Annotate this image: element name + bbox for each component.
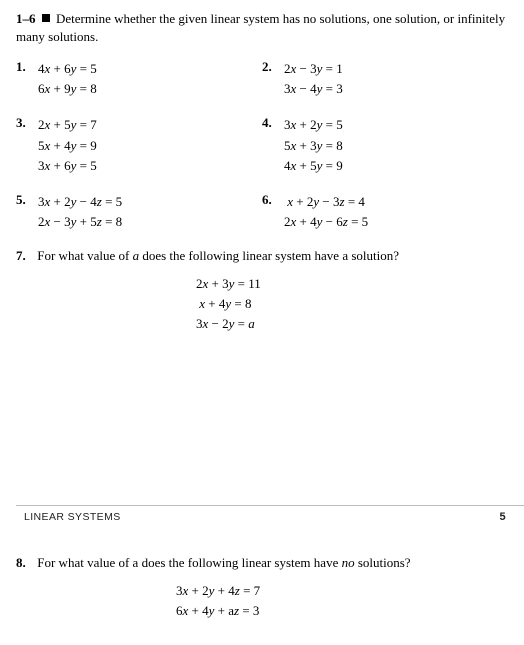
equation: 4x + 6y = 5 bbox=[38, 59, 97, 79]
equation: 6x + 9y = 8 bbox=[38, 79, 97, 99]
problem-number: 6. bbox=[262, 192, 280, 208]
equation: 3x − 4y = 3 bbox=[284, 79, 343, 99]
equation-block: 4x + 6y = 5 6x + 9y = 8 bbox=[38, 59, 97, 99]
equation-block: x + 2y − 3z = 4 2x + 4y − 6z = 5 bbox=[284, 192, 368, 232]
q7-equations: 2x + 3y = 11 x + 4y = 8 3x − 2y = a bbox=[196, 274, 508, 334]
equation: 6x + 4y + az = 3 bbox=[176, 601, 508, 621]
problem-number: 1. bbox=[16, 59, 34, 75]
equation: 2x + 3y = 11 bbox=[196, 274, 508, 294]
problem-6: 6. x + 2y − 3z = 4 2x + 4y − 6z = 5 bbox=[262, 192, 508, 232]
problem-2: 2. 2x − 3y = 1 3x − 4y = 3 bbox=[262, 59, 508, 99]
equation: 3x + 2y + 4z = 7 bbox=[176, 581, 508, 601]
equation-block: 2x + 5y = 7 5x + 4y = 9 3x + 6y = 5 bbox=[38, 115, 97, 175]
equation: 2x + 4y − 6z = 5 bbox=[284, 212, 368, 232]
problem-5: 5. 3x + 2y − 4z = 5 2x − 3y + 5z = 8 bbox=[16, 192, 262, 232]
equation-block: 2x − 3y = 1 3x − 4y = 3 bbox=[284, 59, 343, 99]
problem-number: 2. bbox=[262, 59, 280, 75]
emphasis: no bbox=[342, 555, 355, 570]
range-label: 1–6 bbox=[16, 11, 36, 26]
problem-8: 8. For what value of a does the followin… bbox=[16, 555, 508, 571]
problem-4: 4. 3x + 2y = 5 5x + 3y = 8 4x + 5y = 9 bbox=[262, 115, 508, 175]
equation: x + 4y = 8 bbox=[196, 294, 508, 314]
problem-3: 3. 2x + 5y = 7 5x + 4y = 9 3x + 6y = 5 bbox=[16, 115, 262, 175]
instruction-text: Determine whether the given linear syste… bbox=[16, 11, 505, 44]
problem-number: 5. bbox=[16, 192, 34, 208]
equation-block: 3x + 2y − 4z = 5 2x − 3y + 5z = 8 bbox=[38, 192, 122, 232]
equation: 2x − 3y = 1 bbox=[284, 59, 343, 79]
problem-row: 1. 4x + 6y = 5 6x + 9y = 8 2. 2x − 3y = … bbox=[16, 59, 508, 99]
problem-1: 1. 4x + 6y = 5 6x + 9y = 8 bbox=[16, 59, 262, 99]
equation: 3x + 2y − 4z = 5 bbox=[38, 192, 122, 212]
problem-number: 4. bbox=[262, 115, 280, 131]
equation: 5x + 3y = 8 bbox=[284, 136, 343, 156]
q8-equations: 3x + 2y + 4z = 7 6x + 4y + az = 3 bbox=[176, 581, 508, 621]
equation: 2x + 5y = 7 bbox=[38, 115, 97, 135]
equation: x + 2y − 3z = 4 bbox=[284, 192, 368, 212]
problem-row: 5. 3x + 2y − 4z = 5 2x − 3y + 5z = 8 6. … bbox=[16, 192, 508, 232]
problem-row: 3. 2x + 5y = 7 5x + 4y = 9 3x + 6y = 5 4… bbox=[16, 115, 508, 175]
square-icon bbox=[42, 14, 50, 22]
question-text: For what value of a does the following l… bbox=[37, 555, 410, 570]
equation: 2x − 3y + 5z = 8 bbox=[38, 212, 122, 232]
equation: 4x + 5y = 9 bbox=[284, 156, 343, 176]
problem-number: 7. bbox=[16, 248, 34, 264]
question-text: For what value of a does the following l… bbox=[37, 248, 399, 263]
equation-block: 3x + 2y = 5 5x + 3y = 8 4x + 5y = 9 bbox=[284, 115, 343, 175]
equation: 3x + 2y = 5 bbox=[284, 115, 343, 135]
equation: 3x − 2y = a bbox=[196, 314, 508, 334]
footer-label: LINEAR SYSTEMS bbox=[24, 511, 121, 523]
problem-number: 3. bbox=[16, 115, 34, 131]
problem-7: 7. For what value of a does the followin… bbox=[16, 248, 508, 264]
blank-space bbox=[16, 335, 508, 505]
page-footer: LINEAR SYSTEMS 5 bbox=[16, 505, 524, 537]
equation: 5x + 4y = 9 bbox=[38, 136, 97, 156]
section-instruction: 1–6 Determine whether the given linear s… bbox=[16, 10, 508, 45]
problem-number: 8. bbox=[16, 555, 34, 571]
equation: 3x + 6y = 5 bbox=[38, 156, 97, 176]
page-number: 5 bbox=[499, 511, 506, 523]
